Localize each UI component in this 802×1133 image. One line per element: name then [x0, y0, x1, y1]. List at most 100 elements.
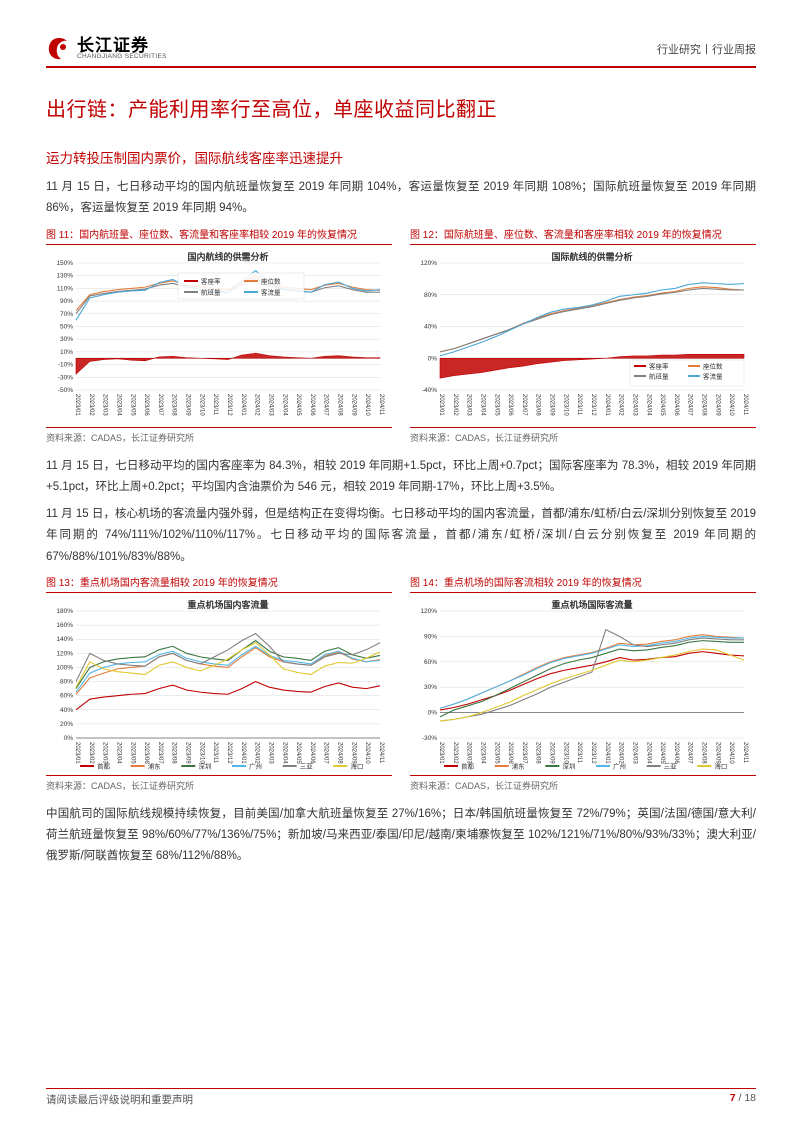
svg-text:2024/03: 2024/03: [267, 394, 273, 416]
svg-text:2023/08: 2023/08: [535, 394, 541, 416]
svg-text:120%: 120%: [420, 608, 437, 615]
svg-text:2023/02: 2023/02: [452, 394, 458, 416]
svg-text:国际航线的供需分析: 国际航线的供需分析: [551, 251, 632, 262]
svg-text:20%: 20%: [60, 721, 73, 728]
svg-text:2023/06: 2023/06: [143, 394, 149, 416]
svg-text:2024/09: 2024/09: [714, 394, 720, 416]
svg-text:-30%: -30%: [422, 735, 437, 742]
svg-text:2024/10: 2024/10: [728, 742, 734, 764]
svg-text:2023/09: 2023/09: [549, 742, 555, 764]
svg-text:2024/06: 2024/06: [309, 394, 315, 416]
svg-text:2024/03: 2024/03: [267, 742, 273, 764]
svg-text:30%: 30%: [60, 336, 73, 343]
svg-text:2023/11: 2023/11: [212, 394, 218, 416]
svg-text:120%: 120%: [420, 260, 437, 267]
svg-text:2023/04: 2023/04: [479, 742, 485, 764]
svg-text:160%: 160%: [56, 622, 73, 629]
svg-text:2023/04: 2023/04: [479, 394, 485, 416]
svg-text:2023/10: 2023/10: [562, 394, 568, 416]
svg-text:重点机场国内客流量: 重点机场国内客流量: [187, 599, 268, 610]
svg-text:2023/01: 2023/01: [438, 742, 444, 764]
svg-text:客座率: 客座率: [649, 361, 669, 370]
svg-text:客座率: 客座率: [201, 276, 221, 285]
fig14-chart: -30%0%30%60%90%120%2023/012023/022023/03…: [410, 597, 756, 772]
svg-text:2024/07: 2024/07: [687, 742, 693, 764]
paragraph-2: 11 月 15 日，七日移动平均的国内客座率为 84.3%，相较 2019 年同…: [46, 456, 756, 499]
page-number: 7 / 18: [730, 1092, 756, 1107]
svg-text:2023/10: 2023/10: [198, 394, 204, 416]
svg-text:2024/02: 2024/02: [254, 742, 260, 764]
svg-text:三亚: 三亚: [300, 762, 314, 770]
header-rule: [46, 66, 756, 68]
svg-text:2023/05: 2023/05: [493, 742, 499, 764]
svg-text:90%: 90%: [424, 633, 437, 640]
svg-text:2024/06: 2024/06: [673, 394, 679, 416]
svg-text:2023/08: 2023/08: [171, 742, 177, 764]
svg-text:40%: 40%: [60, 707, 73, 714]
svg-text:三亚: 三亚: [664, 762, 678, 770]
svg-text:2024/09: 2024/09: [714, 742, 720, 764]
svg-text:2024/09: 2024/09: [350, 742, 356, 764]
svg-text:2023/11: 2023/11: [212, 742, 218, 764]
svg-text:2024/11: 2024/11: [742, 394, 748, 416]
svg-text:浦东: 浦东: [148, 761, 162, 770]
svg-text:2024/05: 2024/05: [295, 742, 301, 764]
svg-text:60%: 60%: [424, 659, 437, 666]
fig14-caption: 图 14：重点机场的国际客流相较 2019 年的恢复情况: [410, 574, 756, 593]
svg-text:2023/03: 2023/03: [102, 394, 108, 416]
svg-text:2023/09: 2023/09: [185, 742, 191, 764]
svg-text:2023/03: 2023/03: [466, 394, 472, 416]
logo-icon: [46, 36, 72, 62]
svg-text:2024/08: 2024/08: [701, 742, 707, 764]
svg-text:2023/11: 2023/11: [576, 394, 582, 416]
svg-text:0%: 0%: [428, 355, 438, 362]
svg-text:客流量: 客流量: [261, 287, 281, 296]
svg-text:2023/12: 2023/12: [590, 742, 596, 764]
svg-text:2023/12: 2023/12: [226, 742, 232, 764]
svg-text:2023/08: 2023/08: [171, 394, 177, 416]
fig13-caption: 图 13：重点机场国内客流量相较 2019 年的恢复情况: [46, 574, 392, 593]
svg-text:2023/07: 2023/07: [521, 742, 527, 764]
svg-text:150%: 150%: [56, 260, 73, 267]
svg-text:2024/11: 2024/11: [378, 394, 384, 416]
svg-text:客流量: 客流量: [703, 371, 723, 380]
paragraph-4: 中国航司的国际航线规模持续恢复，目前美国/加拿大航班量恢复至 27%/16%；日…: [46, 804, 756, 868]
svg-text:2024/08: 2024/08: [337, 742, 343, 764]
svg-text:2024/10: 2024/10: [364, 742, 370, 764]
paragraph-1: 11 月 15 日，七日移动平均的国内航班量恢复至 2019 年同期 104%，…: [46, 177, 756, 220]
svg-text:深圳: 深圳: [198, 761, 211, 770]
svg-text:2024/02: 2024/02: [618, 742, 624, 764]
svg-text:航班量: 航班量: [201, 287, 221, 296]
svg-text:2024/06: 2024/06: [673, 742, 679, 764]
svg-text:海口: 海口: [714, 761, 727, 770]
svg-text:80%: 80%: [424, 291, 437, 298]
svg-text:-40%: -40%: [422, 387, 437, 394]
svg-text:浦东: 浦东: [512, 761, 526, 770]
svg-text:80%: 80%: [60, 678, 73, 685]
svg-text:首都: 首都: [461, 761, 475, 770]
svg-text:-50%: -50%: [58, 387, 73, 394]
svg-text:2023/07: 2023/07: [521, 394, 527, 416]
svg-text:2023/04: 2023/04: [115, 394, 121, 416]
svg-text:2024/07: 2024/07: [323, 742, 329, 764]
svg-text:2023/03: 2023/03: [102, 742, 108, 764]
footer-rule: [46, 1088, 756, 1089]
svg-text:2024/01: 2024/01: [240, 742, 246, 764]
svg-text:2023/06: 2023/06: [507, 742, 513, 764]
svg-text:2024/07: 2024/07: [687, 394, 693, 416]
svg-text:2024/02: 2024/02: [618, 394, 624, 416]
svg-text:重点机场国际客流量: 重点机场国际客流量: [551, 599, 632, 610]
svg-text:110%: 110%: [57, 285, 73, 292]
svg-text:2024/11: 2024/11: [742, 742, 748, 764]
svg-text:70%: 70%: [60, 310, 73, 317]
svg-text:座位数: 座位数: [703, 361, 723, 370]
page-current: 7: [730, 1092, 736, 1104]
svg-text:2024/08: 2024/08: [337, 394, 343, 416]
svg-text:2024/01: 2024/01: [240, 394, 246, 416]
svg-text:2024/10: 2024/10: [728, 394, 734, 416]
svg-text:2024/01: 2024/01: [604, 394, 610, 416]
svg-text:2023/10: 2023/10: [198, 742, 204, 764]
svg-text:2023/02: 2023/02: [452, 742, 458, 764]
svg-text:2023/06: 2023/06: [143, 742, 149, 764]
svg-text:2024/11: 2024/11: [378, 742, 384, 764]
